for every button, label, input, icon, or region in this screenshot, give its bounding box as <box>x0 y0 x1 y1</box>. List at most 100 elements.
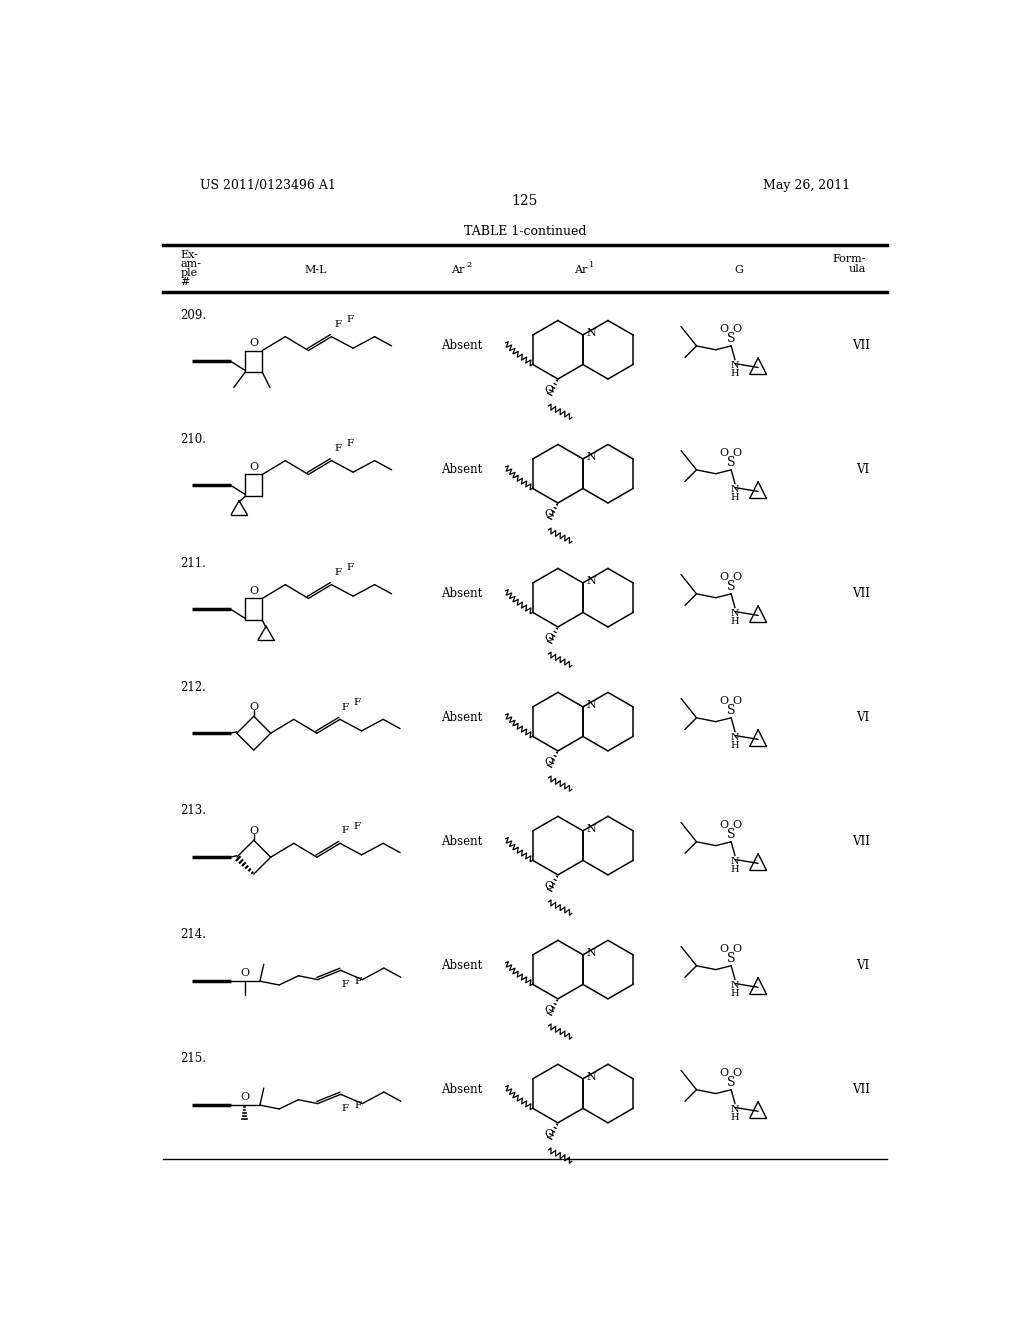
Text: F: F <box>354 1101 361 1110</box>
Text: H: H <box>731 1113 739 1122</box>
Text: ple: ple <box>180 268 198 279</box>
Text: F: F <box>346 564 353 572</box>
Text: 211.: 211. <box>180 557 207 569</box>
Text: N: N <box>731 486 739 495</box>
Text: F: F <box>341 979 348 989</box>
Text: O: O <box>249 462 258 471</box>
Text: Ar: Ar <box>452 265 465 275</box>
Text: May 26, 2011: May 26, 2011 <box>763 178 850 191</box>
Text: O: O <box>733 572 741 582</box>
Text: F: F <box>341 826 348 836</box>
Text: VI: VI <box>856 960 869 973</box>
Text: O: O <box>249 826 258 836</box>
Text: VII: VII <box>852 1084 869 1096</box>
Text: VII: VII <box>852 339 869 352</box>
Text: N: N <box>731 610 739 618</box>
Text: US 2011/0123496 A1: US 2011/0123496 A1 <box>200 178 336 191</box>
Text: ula: ula <box>849 264 866 275</box>
Text: 215.: 215. <box>180 1052 207 1065</box>
Text: G: G <box>734 265 743 275</box>
Text: N: N <box>586 576 596 586</box>
Text: VII: VII <box>852 587 869 601</box>
Text: N: N <box>586 451 596 462</box>
Text: Absent: Absent <box>441 339 482 352</box>
Text: N: N <box>586 700 596 710</box>
Text: F: F <box>334 319 341 329</box>
Text: F: F <box>346 440 353 449</box>
Text: O: O <box>544 632 553 643</box>
Text: 125: 125 <box>512 194 538 207</box>
Text: S: S <box>727 704 735 717</box>
Text: N: N <box>731 1105 739 1114</box>
Text: VI: VI <box>856 711 869 725</box>
Text: O: O <box>733 944 741 954</box>
Text: 213.: 213. <box>180 804 207 817</box>
Text: F: F <box>334 568 341 577</box>
Text: Form-: Form- <box>833 253 866 264</box>
Text: F: F <box>341 702 348 711</box>
Text: O: O <box>544 385 553 395</box>
Text: O: O <box>544 880 553 891</box>
Text: F: F <box>341 1104 348 1113</box>
Text: O: O <box>733 1068 741 1077</box>
Text: O: O <box>733 447 741 458</box>
Text: 1: 1 <box>590 260 595 269</box>
Text: N: N <box>731 857 739 866</box>
Text: F: F <box>354 977 361 986</box>
Text: S: S <box>727 331 735 345</box>
Text: #: # <box>180 277 190 288</box>
Text: F: F <box>353 698 360 708</box>
Text: VI: VI <box>856 463 869 477</box>
Text: O: O <box>249 586 258 595</box>
Text: Absent: Absent <box>441 463 482 477</box>
Text: O: O <box>240 969 249 978</box>
Text: 212.: 212. <box>180 681 207 693</box>
Text: VII: VII <box>852 836 869 849</box>
Text: S: S <box>727 1076 735 1089</box>
Text: H: H <box>731 494 739 502</box>
Text: O: O <box>544 1129 553 1139</box>
Text: N: N <box>586 824 596 834</box>
Text: Absent: Absent <box>441 587 482 601</box>
Text: 2: 2 <box>466 260 471 269</box>
Text: 209.: 209. <box>180 309 207 322</box>
Text: 210.: 210. <box>180 433 207 446</box>
Text: N: N <box>731 981 739 990</box>
Text: O: O <box>544 508 553 519</box>
Text: N: N <box>586 1072 596 1081</box>
Text: O: O <box>249 702 258 711</box>
Text: F: F <box>353 822 360 830</box>
Text: O: O <box>719 944 728 954</box>
Text: S: S <box>727 952 735 965</box>
Text: M-L: M-L <box>304 265 327 275</box>
Text: Ex-: Ex- <box>180 249 199 260</box>
Text: H: H <box>731 741 739 750</box>
Text: N: N <box>586 948 596 957</box>
Text: S: S <box>727 579 735 593</box>
Text: F: F <box>346 315 353 325</box>
Text: am-: am- <box>180 259 202 269</box>
Text: H: H <box>731 370 739 378</box>
Text: O: O <box>719 1068 728 1077</box>
Text: O: O <box>249 338 258 347</box>
Text: 214.: 214. <box>180 928 207 941</box>
Text: TABLE 1-continued: TABLE 1-continued <box>464 224 586 238</box>
Text: Absent: Absent <box>441 836 482 849</box>
Text: N: N <box>586 327 596 338</box>
Text: O: O <box>240 1093 249 1102</box>
Text: H: H <box>731 616 739 626</box>
Text: O: O <box>544 756 553 767</box>
Text: S: S <box>727 455 735 469</box>
Text: Ar: Ar <box>574 265 588 275</box>
Text: O: O <box>733 323 741 334</box>
Text: O: O <box>733 820 741 830</box>
Text: H: H <box>731 989 739 998</box>
Text: O: O <box>719 323 728 334</box>
Text: O: O <box>733 696 741 706</box>
Text: O: O <box>719 572 728 582</box>
Text: O: O <box>719 820 728 830</box>
Text: O: O <box>544 1005 553 1015</box>
Text: S: S <box>727 828 735 841</box>
Text: F: F <box>334 444 341 453</box>
Text: O: O <box>719 447 728 458</box>
